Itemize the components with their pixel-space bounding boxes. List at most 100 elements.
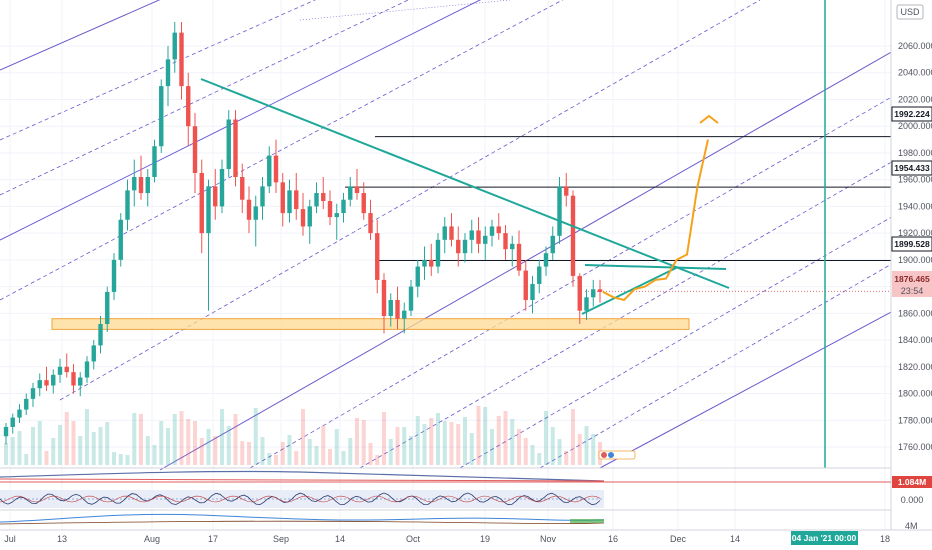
candle-body [422,259,427,267]
volume-bar [388,439,393,465]
volume-bar [449,422,454,465]
candle-body [152,146,157,177]
candle-body [469,230,474,240]
channel-dashed-line [0,0,410,196]
volume-bar [85,409,89,465]
candle-body [37,380,42,389]
volume-bar [456,424,461,465]
price-tick-label: 1820.000 [898,362,932,372]
volume-bar [503,411,508,465]
time-tick-label: Sep [273,534,289,544]
candle-body [118,219,123,260]
candle-body [523,270,528,300]
volume-bar [463,417,467,465]
volume-bar [166,428,170,465]
volume-bar [355,418,359,465]
volume-bar [361,420,366,465]
time-tick-label: 17 [208,534,218,544]
candle-body [91,345,96,362]
volume-bar [483,407,488,465]
volume-bar [240,441,245,465]
candle-body [280,182,285,214]
candle-body [57,366,63,375]
candle-body [530,283,535,300]
volume-bar [220,409,224,465]
candle-body [199,172,204,234]
volume-bar [118,454,123,465]
candle-body [51,374,56,386]
candle-body [361,193,366,214]
projected-price-path [602,139,709,302]
volume-bar [71,421,76,465]
indicator-value-box [892,476,932,488]
volume-bar [51,438,56,465]
candle-body [186,86,191,127]
candle-body [159,86,164,147]
candle-body [138,176,144,194]
volume-bar [584,426,589,465]
ascending-trendline [581,266,679,315]
price-tick-label: 2020.000 [898,94,932,104]
volume-bar [469,433,474,465]
candle-body [125,190,130,220]
volume-bar [591,434,596,465]
volume-bar [409,436,413,465]
candlesticks [3,21,603,445]
candle-body [172,32,177,60]
price-tick-label: 1980.000 [898,148,932,158]
candle-body [348,186,353,200]
volume-bar [523,438,528,465]
candle-body [132,176,137,191]
price-label-text: 1954.433 [894,163,930,173]
volume-bar [253,408,258,465]
volume-bar [17,431,22,465]
volume-bar [287,435,292,465]
candle-body [300,209,306,227]
candle-body [327,201,333,218]
candle-body [341,199,346,214]
volume-bar [91,432,96,465]
volume-bar [442,421,447,465]
current-price-box [892,271,932,297]
candle-body [564,186,569,196]
volume-bar [31,427,35,465]
volume-bar [314,446,319,465]
currency-badge[interactable] [896,4,924,20]
volume-bar [159,421,164,465]
volume-bar [274,455,278,465]
volume-bar [112,452,116,465]
candle-body [368,213,373,234]
time-axis: Jul 13 Aug 17 Sep 14 Oct 19 Nov 16 Dec 14 18 [0,529,932,544]
candle-body [98,324,103,346]
volume-bar [564,451,569,465]
candle-body [233,119,238,177]
candle-body [395,299,400,319]
candle-body [111,259,117,292]
channel-solid-line [0,0,482,241]
volume-bar [301,409,305,465]
price-label-text: 1899.528 [894,239,930,249]
candle-body [3,426,9,437]
volume-bar [550,427,555,465]
candle-body [435,239,441,267]
svg-text:0.000: 0.000 [901,495,924,505]
price-label-1899: 1899.528 [891,236,932,252]
volume-bar [415,416,420,465]
candle-body [429,259,434,267]
volume-bar [247,442,251,465]
volume-bar [193,421,197,465]
volume-bar [260,437,265,465]
candle-body [10,417,15,427]
candle-body [415,266,420,287]
volume-bar [78,436,83,465]
volume-bar [517,429,521,465]
candle-body [597,289,603,292]
time-tick-label: 13 [57,534,67,544]
candle-body [260,186,265,207]
volume-bar [571,409,575,465]
channel-dashed-line [539,261,896,469]
candle-body [375,233,380,280]
volume-bar [10,437,15,465]
volume-bar [422,424,427,465]
